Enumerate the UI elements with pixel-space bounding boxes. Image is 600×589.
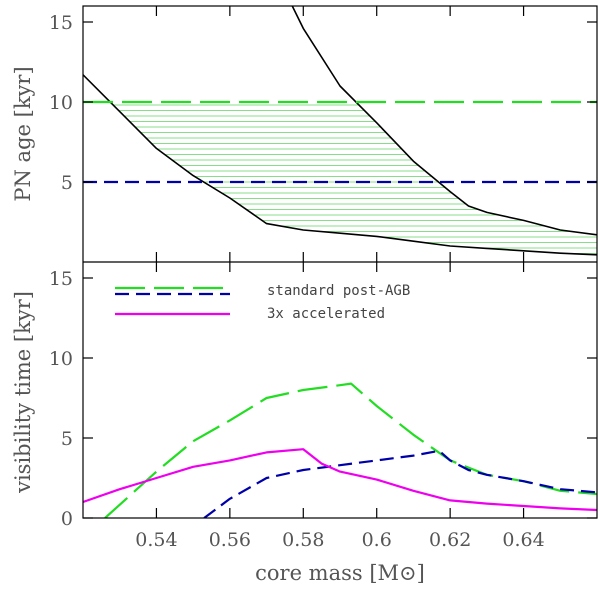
y-tick-label: 10 [49, 92, 73, 114]
x-tick-label: 0.62 [429, 529, 471, 551]
bottom-y-axis-title: visibility time [kyr] [11, 291, 35, 494]
x-tick-label: 0.58 [282, 529, 324, 551]
y-tick-label: 0 [61, 508, 73, 530]
y-tick-label: 15 [49, 12, 73, 34]
x-tick-label: 0.54 [135, 529, 177, 551]
x-tick-label: 0.64 [502, 529, 544, 551]
series-line-standard-blue [203, 449, 597, 518]
series-line-lower-track [83, 74, 597, 256]
y-tick-label: 15 [49, 268, 73, 290]
y-tick-label: 10 [49, 348, 73, 370]
y-tick-label: 5 [61, 428, 73, 450]
legend-label-accelerated: 3x accelerated [267, 306, 385, 322]
x-tick-label: 0.6 [362, 529, 392, 551]
y-tick-label: 5 [61, 172, 73, 194]
top-y-axis-title: PN age [kyr] [11, 66, 35, 201]
series-line-upper-track [291, 6, 597, 236]
series-line-accelerated [83, 448, 597, 512]
x-axis-title: core mass [M⊙] [255, 561, 425, 585]
legend-label-standard: standard post-AGB [267, 283, 410, 299]
series-line-standard-green [104, 382, 597, 518]
x-tick-label: 0.56 [209, 529, 251, 551]
legend: standard post-AGB 3x accelerated [115, 283, 410, 322]
